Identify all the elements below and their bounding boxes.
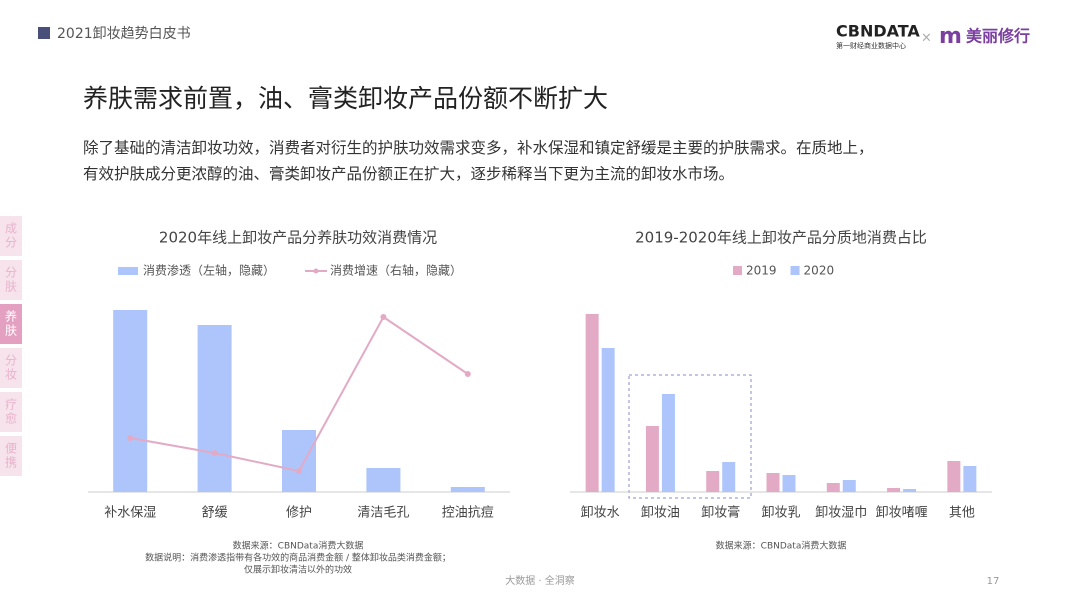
bar — [766, 473, 780, 492]
chart-note: 仅展示卸妆清洁以外的功效 — [244, 564, 352, 576]
bar — [947, 461, 961, 492]
sidebar-tab[interactable]: 便携 — [0, 436, 22, 476]
bar — [645, 426, 659, 492]
x-tick-label: 卸妆膏 — [701, 505, 740, 521]
body-text: 除了基础的清洁卸妆功效，消费者对衍生的护肤功效需求变多，补水保湿和镇定舒缓是主要… — [83, 139, 874, 157]
highlight-box — [628, 374, 752, 499]
bar — [585, 314, 599, 492]
legend-swatch — [118, 267, 138, 275]
x-tick-label: 卸妆乳 — [761, 505, 800, 521]
legend-label: 消费渗透（左轴，隐藏） — [143, 263, 275, 278]
x-tick-label: 卸妆湿巾 — [815, 505, 867, 521]
logo-meili: 美丽修行 — [966, 27, 1030, 46]
chart-title: 2020年线上卸妆产品分养肤功效消费情况 — [159, 229, 437, 247]
bar — [722, 462, 736, 492]
bar — [782, 475, 796, 492]
logo-sep: × — [921, 31, 932, 46]
sidebar-tab[interactable]: 成分 — [0, 216, 22, 256]
line-point — [380, 314, 387, 320]
x-tick-label: 控油抗痘 — [442, 506, 494, 521]
page-number: 17 — [987, 576, 1000, 587]
x-tick-label: 舒缓 — [202, 506, 228, 521]
chart-title: 2019-2020年线上卸妆产品分质地消费占比 — [635, 229, 927, 247]
bar — [113, 310, 148, 492]
sidebar-tab[interactable]: 疗愈 — [0, 392, 22, 432]
footer: 大数据 · 全洞察 — [505, 574, 575, 587]
x-tick-label: 卸妆啫喱 — [876, 505, 928, 521]
x-tick-label: 清洁毛孔 — [357, 506, 409, 521]
bar — [601, 348, 615, 492]
bar — [842, 480, 856, 492]
bar — [903, 489, 917, 492]
chart-note: 数据来源：CBNData消费大数据 — [716, 540, 847, 552]
bar — [282, 430, 316, 492]
chart-note: 数据说明：消费渗透指带有各功效的商品消费金额 / 整体卸妆品类消费金额； — [145, 552, 451, 564]
sidebar-tab[interactable]: 分肤 — [0, 260, 22, 300]
logo-cbn-sub: 第一财经商业数据中心 — [836, 41, 906, 50]
sidebar-tab[interactable]: 分妆 — [0, 348, 22, 388]
x-tick-label: 卸妆油 — [641, 505, 680, 521]
bar — [366, 468, 401, 492]
line-point — [127, 435, 134, 441]
bar — [826, 483, 840, 492]
x-tick-label: 其他 — [949, 506, 975, 521]
legend-swatch — [733, 266, 742, 275]
bar — [661, 394, 675, 492]
header-mark — [38, 27, 50, 39]
bar — [706, 471, 720, 492]
legend-dot — [313, 268, 319, 274]
body-text: 有效护肤成分更浓醇的油、膏类卸妆产品份额正在扩大，逐步稀释当下更为主流的卸妆水市… — [83, 165, 735, 183]
line-point — [296, 468, 302, 474]
legend-label: 2020 — [804, 264, 835, 278]
line-point — [211, 450, 218, 456]
sidebar-tab[interactable]: 养肤 — [0, 304, 22, 344]
legend-label: 消费增速（右轴，隐藏） — [330, 263, 462, 278]
x-tick-label: 卸妆水 — [581, 505, 620, 521]
legend-label: 2019 — [746, 264, 777, 278]
logo-icon: m — [939, 24, 962, 49]
bar — [887, 488, 901, 492]
bar — [450, 487, 485, 492]
line-point — [464, 371, 471, 377]
x-tick-label: 补水保湿 — [104, 506, 156, 521]
x-tick-label: 修护 — [286, 506, 312, 521]
bar — [963, 466, 977, 492]
chart-note: 数据来源：CBNData消费大数据 — [233, 540, 364, 552]
bar — [197, 325, 232, 492]
slide-title: 养肤需求前置，油、膏类卸妆产品份额不断扩大 — [83, 84, 608, 113]
logo-cbn: CBNDATA — [836, 22, 920, 41]
header-title: 2021卸妆趋势白皮书 — [57, 26, 191, 42]
legend-swatch — [790, 266, 800, 275]
